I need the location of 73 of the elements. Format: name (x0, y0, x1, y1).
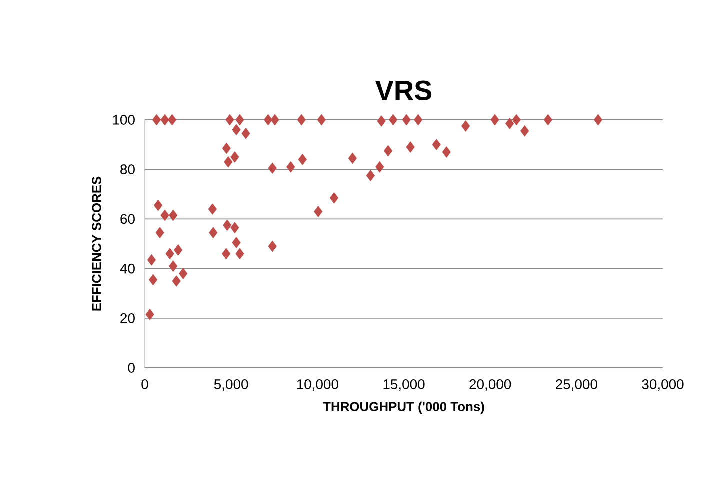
point (224, 156, 233, 168)
point (388, 114, 398, 126)
x-tick-label: 10,000 (297, 380, 338, 392)
point (160, 210, 170, 222)
point (264, 114, 273, 126)
y-tick-label: 20 (120, 313, 135, 324)
point (348, 152, 358, 164)
x-tick-label: 30,000 (642, 380, 684, 392)
point (414, 114, 423, 126)
chart-title: VRS (376, 80, 432, 100)
y-tick-label: 60 (120, 214, 135, 224)
point (298, 154, 307, 166)
point (594, 114, 603, 126)
point (147, 254, 156, 266)
point (242, 128, 250, 140)
y-axis-title: EFFICIENCY SCORES (92, 176, 102, 311)
point (402, 114, 411, 126)
point (168, 260, 178, 272)
point (156, 227, 164, 239)
point (179, 268, 188, 280)
point (232, 237, 241, 248)
point (148, 274, 158, 286)
point (286, 161, 296, 173)
point (208, 204, 218, 215)
point (461, 120, 470, 132)
point (268, 240, 277, 252)
point (160, 114, 170, 126)
point (223, 220, 232, 232)
point (230, 151, 240, 163)
point (174, 244, 183, 256)
x-tick-label: 20,000 (470, 380, 512, 392)
point (172, 276, 181, 287)
point (520, 125, 530, 137)
y-tick-label: 0 (128, 363, 135, 373)
point (270, 114, 280, 126)
point (232, 124, 241, 136)
point (544, 114, 553, 126)
point (297, 114, 306, 126)
point (146, 308, 154, 320)
point (384, 145, 393, 157)
point (330, 192, 339, 204)
point (222, 248, 231, 260)
point (209, 227, 218, 239)
point (512, 114, 521, 126)
x-axis-title: THROUGHPUT ('000 Tons) (323, 402, 484, 414)
point (506, 118, 514, 130)
point (406, 142, 415, 153)
point (166, 248, 174, 260)
x-tick-label: 5,000 (214, 380, 248, 392)
point (376, 161, 384, 173)
point (490, 114, 500, 126)
point (236, 248, 244, 260)
y-tick-label: 40 (120, 264, 135, 274)
x-tick-label: 0 (142, 380, 148, 390)
point (154, 200, 163, 212)
point (432, 139, 441, 150)
point (314, 206, 323, 218)
point (168, 114, 177, 126)
point (366, 170, 376, 182)
point (236, 114, 244, 126)
point (377, 116, 386, 127)
point (222, 142, 231, 154)
x-tick-label: 25,000 (556, 380, 598, 392)
y-tick-label: 80 (120, 164, 135, 175)
point (152, 114, 162, 126)
x-tick-label: 15,000 (384, 380, 425, 392)
point (226, 114, 234, 126)
y-tick-label: 100 (113, 115, 135, 125)
point (268, 162, 277, 174)
point (317, 114, 326, 126)
point (168, 210, 178, 222)
point (230, 222, 240, 234)
point (442, 146, 451, 158)
